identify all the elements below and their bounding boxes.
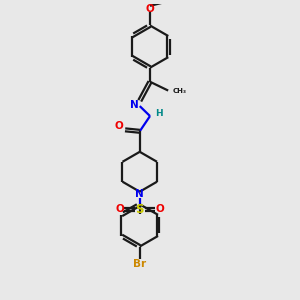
Text: S: S [136, 203, 144, 216]
Text: N: N [130, 100, 139, 110]
Text: O: O [155, 204, 164, 214]
Text: H: H [156, 109, 163, 118]
Text: CH₃: CH₃ [172, 88, 187, 94]
Text: O: O [116, 204, 124, 214]
Text: O: O [146, 4, 154, 14]
Text: N: N [135, 189, 144, 199]
Text: O: O [115, 121, 124, 131]
Text: Br: Br [133, 259, 146, 269]
